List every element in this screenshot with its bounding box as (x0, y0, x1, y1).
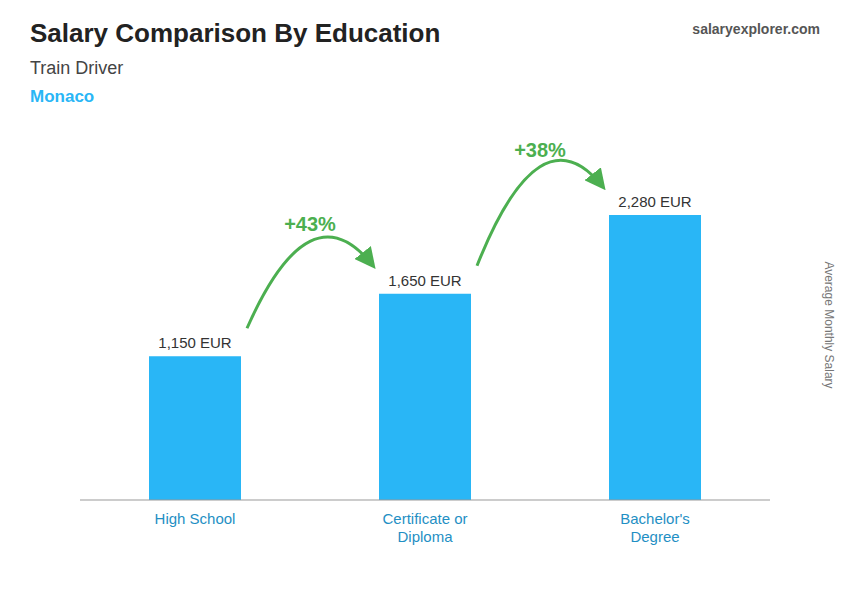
change-arrow (247, 237, 373, 328)
location: Monaco (30, 87, 94, 106)
data-label: 1,650 EUR (388, 272, 462, 289)
title: Salary Comparison By Education (30, 18, 440, 48)
source: salaryexplorer.com (692, 21, 820, 37)
subtitle: Train Driver (30, 58, 123, 78)
bar (379, 294, 471, 500)
category-line: Bachelor's (620, 510, 690, 527)
category-line: High School (155, 510, 236, 527)
category-line: Certificate or (382, 510, 467, 527)
change-label: +43% (284, 213, 336, 235)
category-label: Certificate orDiploma (382, 510, 467, 545)
category-line: Diploma (397, 528, 453, 545)
bar (149, 356, 241, 500)
bars (149, 215, 701, 500)
category-label: High School (155, 510, 236, 527)
change-label: +38% (514, 139, 566, 161)
bar (609, 215, 701, 500)
category-label: Bachelor'sDegree (620, 510, 690, 545)
y-axis-label: Average Monthly Salary (822, 261, 836, 388)
chart: Salary Comparison By Education Train Driv… (0, 0, 850, 606)
chart-container: Salary Comparison By Education Train Driv… (0, 0, 850, 606)
change-arrow (477, 160, 603, 266)
data-label: 2,280 EUR (618, 193, 692, 210)
data-label: 1,150 EUR (158, 334, 232, 351)
category-line: Degree (630, 528, 679, 545)
baseline (80, 500, 770, 501)
